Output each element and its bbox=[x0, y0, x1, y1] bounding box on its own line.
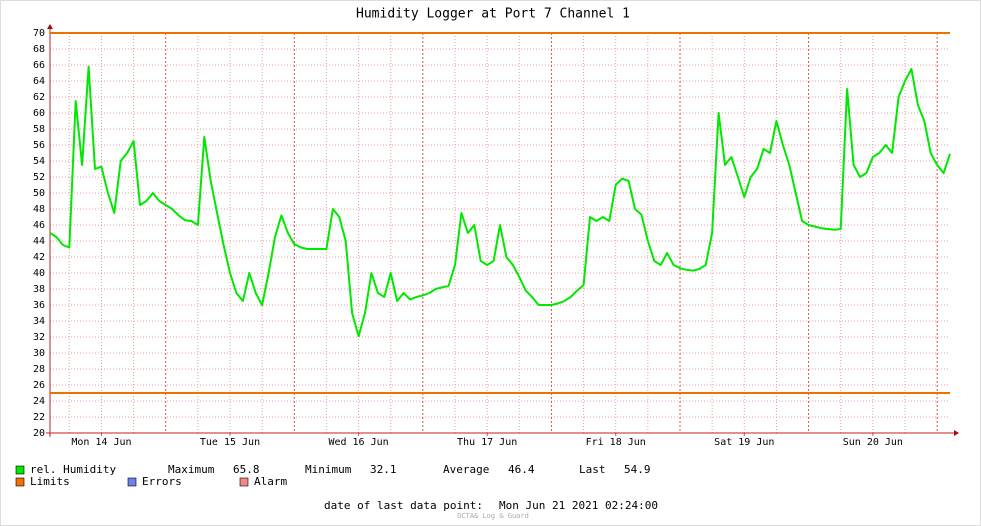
watermark: OCTA& Log & Guard bbox=[457, 512, 529, 520]
y-tick-label: 68 bbox=[33, 44, 45, 55]
legend-label: Alarm bbox=[254, 475, 287, 488]
y-tick-label: 62 bbox=[33, 92, 45, 103]
y-tick-label: 54 bbox=[33, 156, 45, 167]
y-tick-label: 66 bbox=[33, 60, 45, 71]
stat-label: Average bbox=[443, 463, 489, 476]
y-tick-label: 22 bbox=[33, 412, 45, 423]
footer-value: Mon Jun 21 2021 02:24:00 bbox=[499, 499, 658, 512]
y-tick-label: 44 bbox=[33, 236, 45, 247]
y-tick-label: 20 bbox=[33, 428, 45, 439]
y-tick-label: 36 bbox=[33, 300, 45, 311]
stat-label: Last bbox=[579, 463, 606, 476]
x-tick-label: Tue 15 Jun bbox=[200, 437, 260, 448]
y-tick-label: 50 bbox=[33, 188, 45, 199]
legend-swatch bbox=[15, 477, 25, 487]
y-tick-label: 40 bbox=[33, 268, 45, 279]
stat-value: 46.4 bbox=[508, 463, 535, 476]
axis-arrow bbox=[47, 24, 53, 29]
series-line bbox=[49, 65, 951, 338]
y-tick-label: 32 bbox=[33, 332, 45, 343]
legend-swatch bbox=[239, 477, 249, 487]
legend-label: rel. Humidity bbox=[30, 463, 116, 476]
y-tick-label: 46 bbox=[33, 220, 45, 231]
y-tick-label: 70 bbox=[33, 28, 45, 39]
chart-title: Humidity Logger at Port 7 Channel 1 bbox=[356, 7, 630, 22]
stat-label: Minimum bbox=[305, 463, 352, 476]
y-tick-label: 42 bbox=[33, 252, 45, 263]
y-tick-label: 48 bbox=[33, 204, 45, 215]
stat-value: 65.8 bbox=[233, 463, 260, 476]
y-tick-label: 26 bbox=[33, 380, 45, 391]
footer-label: date of last data point: bbox=[324, 499, 483, 512]
legend-label: Limits bbox=[30, 475, 70, 488]
x-tick-label: Mon 14 Jun bbox=[71, 437, 131, 448]
x-tick-label: Sat 19 Jun bbox=[714, 437, 774, 448]
y-tick-label: 64 bbox=[33, 76, 45, 87]
legend-swatch bbox=[15, 465, 25, 475]
y-tick-label: 34 bbox=[33, 316, 45, 327]
stat-value: 32.1 bbox=[370, 463, 397, 476]
y-tick-label: 58 bbox=[33, 124, 45, 135]
y-tick-label: 28 bbox=[33, 364, 45, 375]
stat-label: Maximum bbox=[168, 463, 215, 476]
y-tick-label: 30 bbox=[33, 348, 45, 359]
y-tick-label: 60 bbox=[33, 108, 45, 119]
y-tick-label: 56 bbox=[33, 140, 45, 151]
x-tick-label: Sun 20 Jun bbox=[843, 437, 903, 448]
y-tick-label: 52 bbox=[33, 172, 45, 183]
y-tick-label: 24 bbox=[33, 396, 45, 407]
x-tick-label: Fri 18 Jun bbox=[586, 437, 646, 448]
stat-value: 54.9 bbox=[624, 463, 651, 476]
x-tick-label: Thu 17 Jun bbox=[457, 437, 517, 448]
x-tick-label: Wed 16 Jun bbox=[328, 437, 388, 448]
axis-arrow bbox=[954, 430, 959, 436]
legend-swatch bbox=[127, 477, 137, 487]
legend-label: Errors bbox=[142, 475, 182, 488]
y-tick-label: 38 bbox=[33, 284, 45, 295]
